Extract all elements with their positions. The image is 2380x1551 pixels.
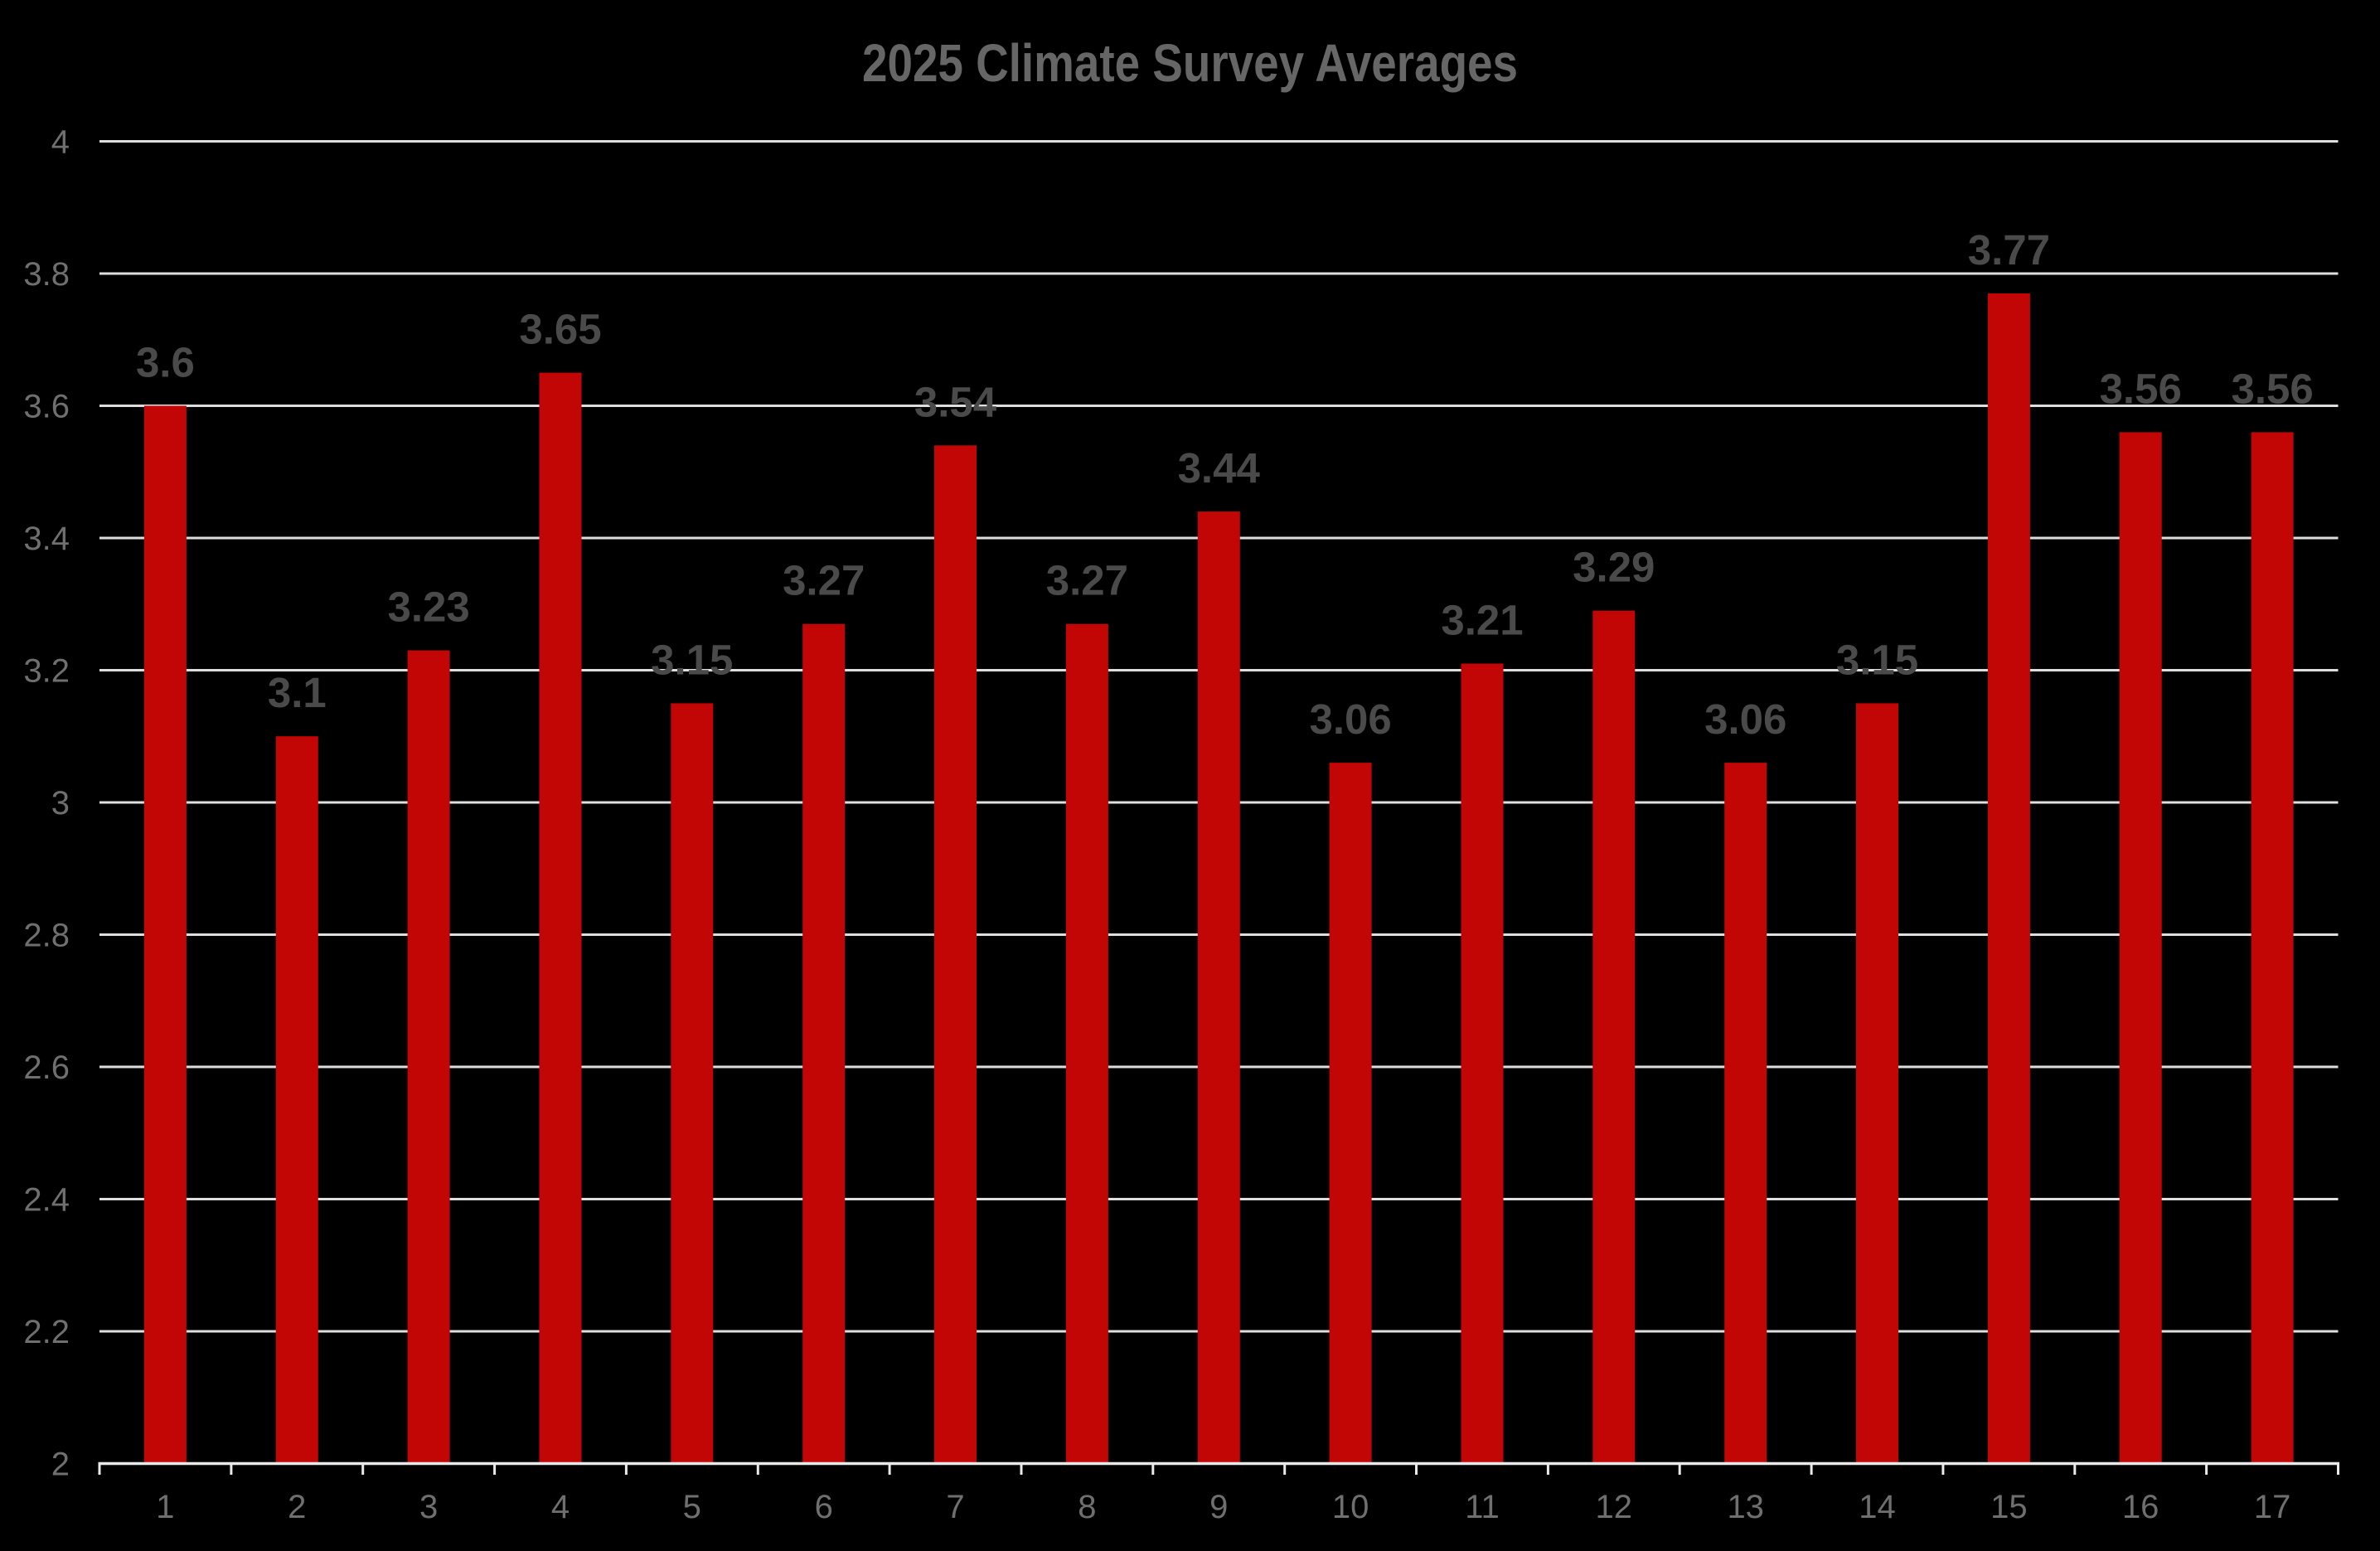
svg-text:3.29: 3.29 <box>1573 544 1655 591</box>
svg-text:11: 11 <box>1465 1489 1500 1525</box>
svg-text:7: 7 <box>946 1489 964 1525</box>
svg-text:3.6: 3.6 <box>23 389 70 425</box>
svg-text:3.56: 3.56 <box>2100 365 2182 412</box>
svg-text:3.21: 3.21 <box>1441 597 1523 644</box>
svg-text:2.4: 2.4 <box>23 1182 70 1219</box>
svg-text:5: 5 <box>683 1489 701 1525</box>
svg-text:2.2: 2.2 <box>23 1314 70 1350</box>
svg-text:9: 9 <box>1209 1489 1228 1525</box>
svg-text:3.56: 3.56 <box>2231 365 2313 412</box>
svg-text:4: 4 <box>551 1489 570 1525</box>
svg-text:1: 1 <box>156 1489 174 1525</box>
svg-text:14: 14 <box>1859 1489 1896 1525</box>
svg-text:3.4: 3.4 <box>23 521 70 557</box>
svg-text:3.77: 3.77 <box>1968 226 2050 274</box>
svg-text:13: 13 <box>1727 1489 1764 1525</box>
svg-text:3.65: 3.65 <box>519 306 601 353</box>
svg-text:6: 6 <box>815 1489 833 1525</box>
svg-text:16: 16 <box>2122 1489 2159 1525</box>
svg-text:3.15: 3.15 <box>651 636 733 683</box>
svg-text:12: 12 <box>1596 1489 1633 1525</box>
svg-text:15: 15 <box>1990 1489 2028 1525</box>
svg-text:3.8: 3.8 <box>23 256 70 293</box>
svg-text:2.6: 2.6 <box>23 1049 70 1086</box>
svg-text:3.06: 3.06 <box>1704 696 1786 743</box>
svg-text:3.15: 3.15 <box>1836 636 1918 683</box>
svg-text:3: 3 <box>419 1489 438 1525</box>
svg-text:3.23: 3.23 <box>387 584 469 631</box>
svg-text:17: 17 <box>2254 1489 2291 1525</box>
svg-text:3.2: 3.2 <box>23 653 70 690</box>
svg-text:3.6: 3.6 <box>136 339 195 386</box>
svg-text:10: 10 <box>1332 1489 1369 1525</box>
svg-text:4: 4 <box>51 124 70 161</box>
svg-text:3.1: 3.1 <box>268 669 327 716</box>
svg-text:3.27: 3.27 <box>1046 557 1128 604</box>
svg-text:2: 2 <box>51 1447 70 1483</box>
svg-text:2025 Climate Survey Averages: 2025 Climate Survey Averages <box>862 33 1518 93</box>
svg-text:3.54: 3.54 <box>914 378 997 425</box>
svg-text:2: 2 <box>288 1489 306 1525</box>
svg-text:3.06: 3.06 <box>1309 696 1391 743</box>
svg-text:3: 3 <box>51 785 70 822</box>
svg-text:8: 8 <box>1078 1489 1096 1525</box>
svg-text:3.44: 3.44 <box>1178 444 1261 492</box>
svg-text:2.8: 2.8 <box>23 918 70 954</box>
svg-text:3.27: 3.27 <box>783 557 865 604</box>
